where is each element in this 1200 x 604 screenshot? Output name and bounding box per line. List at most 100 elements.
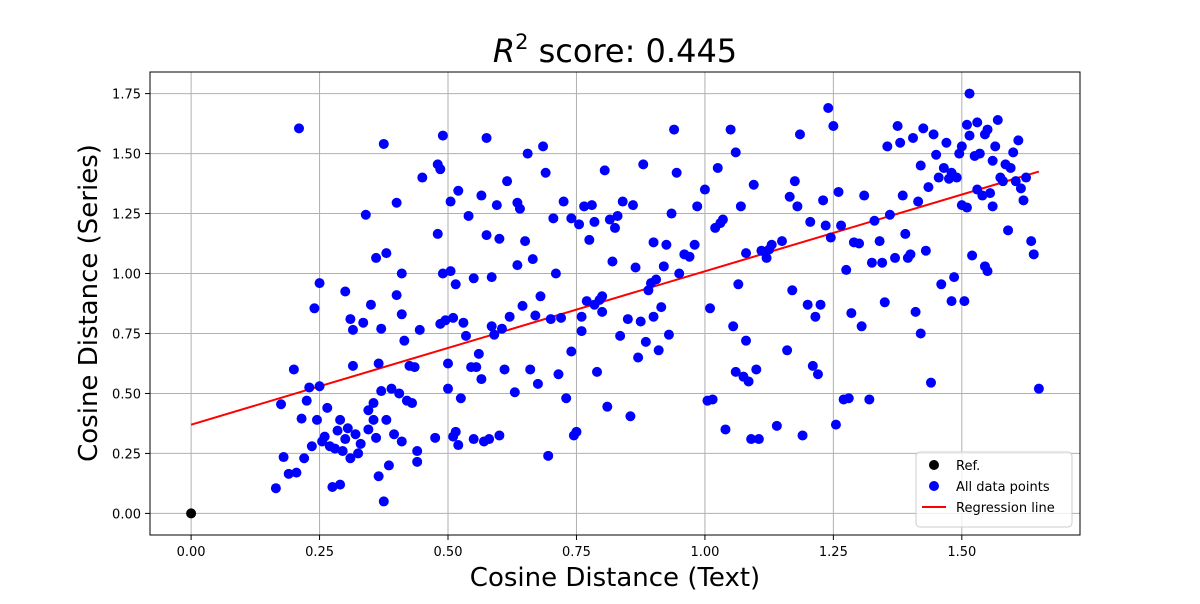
data-point bbox=[486, 321, 497, 332]
data-point bbox=[663, 329, 674, 340]
data-point bbox=[890, 252, 901, 263]
data-point bbox=[656, 302, 667, 313]
data-point bbox=[820, 220, 831, 231]
data-point bbox=[787, 285, 798, 296]
data-point bbox=[1026, 236, 1037, 247]
data-point bbox=[347, 324, 358, 335]
data-point bbox=[525, 364, 536, 375]
data-point bbox=[910, 306, 921, 317]
data-point bbox=[987, 201, 998, 212]
data-point bbox=[340, 434, 351, 445]
data-point bbox=[728, 321, 739, 332]
data-point bbox=[753, 434, 764, 445]
data-point bbox=[689, 239, 700, 250]
data-point bbox=[735, 201, 746, 212]
data-point bbox=[571, 426, 582, 437]
data-point bbox=[484, 434, 495, 445]
data-point bbox=[432, 228, 443, 239]
data-point bbox=[866, 257, 877, 268]
data-point bbox=[453, 185, 464, 196]
data-point bbox=[892, 120, 903, 131]
data-point bbox=[982, 124, 993, 135]
data-point bbox=[566, 213, 577, 224]
y-tick-label: 0.75 bbox=[112, 327, 141, 342]
data-point bbox=[684, 251, 695, 262]
data-point bbox=[574, 219, 585, 230]
plot-frame bbox=[149, 71, 1081, 536]
data-point bbox=[309, 303, 320, 314]
legend-marker bbox=[929, 460, 939, 470]
data-point bbox=[471, 362, 482, 373]
data-point bbox=[913, 196, 924, 207]
data-point bbox=[630, 262, 641, 273]
data-point bbox=[450, 279, 461, 290]
data-point bbox=[409, 362, 420, 373]
data-point bbox=[355, 438, 366, 449]
data-point bbox=[730, 366, 741, 377]
data-point bbox=[396, 436, 407, 447]
data-point bbox=[864, 394, 875, 405]
data-point bbox=[992, 114, 1003, 125]
data-point bbox=[543, 450, 554, 461]
data-point bbox=[394, 388, 405, 399]
data-point bbox=[486, 272, 497, 283]
data-point bbox=[512, 260, 523, 271]
data-point bbox=[545, 314, 556, 325]
data-point bbox=[550, 268, 561, 279]
data-point bbox=[730, 147, 741, 158]
data-point bbox=[556, 312, 567, 323]
data-point bbox=[576, 326, 587, 337]
data-point bbox=[717, 214, 728, 225]
x-tick-label: 0.25 bbox=[305, 545, 334, 560]
data-point bbox=[792, 201, 803, 212]
data-point bbox=[535, 291, 546, 302]
data-point bbox=[360, 209, 371, 220]
data-point bbox=[342, 423, 353, 434]
data-point bbox=[1033, 383, 1044, 394]
data-point bbox=[373, 358, 384, 369]
data-point bbox=[589, 216, 600, 227]
data-point bbox=[548, 213, 559, 224]
data-point bbox=[802, 299, 813, 310]
data-point bbox=[928, 129, 939, 140]
data-point bbox=[856, 321, 867, 332]
data-point bbox=[347, 360, 358, 371]
data-point bbox=[674, 268, 685, 279]
data-point bbox=[443, 383, 454, 394]
data-point bbox=[520, 236, 531, 247]
data-point bbox=[951, 172, 962, 183]
data-point bbox=[509, 387, 520, 398]
data-point bbox=[1018, 195, 1029, 206]
data-point bbox=[412, 446, 423, 457]
data-point bbox=[460, 330, 471, 341]
data-point bbox=[376, 323, 387, 334]
data-point bbox=[476, 190, 487, 201]
data-point bbox=[964, 130, 975, 141]
data-point bbox=[322, 402, 333, 413]
data-point bbox=[733, 279, 744, 290]
data-point bbox=[1003, 225, 1014, 236]
data-point bbox=[941, 137, 952, 148]
data-point bbox=[789, 176, 800, 187]
data-point bbox=[455, 393, 466, 404]
data-point bbox=[841, 264, 852, 275]
data-point bbox=[987, 155, 998, 166]
data-point bbox=[707, 394, 718, 405]
data-point bbox=[332, 425, 343, 436]
data-point bbox=[741, 248, 752, 259]
data-point bbox=[445, 196, 456, 207]
data-point bbox=[979, 261, 990, 272]
data-point bbox=[833, 186, 844, 197]
data-point bbox=[378, 138, 389, 149]
data-point bbox=[363, 405, 374, 416]
axis-ticks: 0.00 0.25 0.50 0.75 1.00 1.25 1.50 0.00 0.25 0.50… bbox=[112, 88, 976, 560]
data-point bbox=[327, 482, 338, 493]
data-point bbox=[350, 429, 361, 440]
data-point bbox=[1028, 249, 1039, 260]
data-point bbox=[895, 137, 906, 148]
data-point bbox=[818, 195, 829, 206]
data-point bbox=[353, 448, 364, 459]
data-point bbox=[440, 315, 451, 326]
data-point bbox=[653, 345, 664, 356]
